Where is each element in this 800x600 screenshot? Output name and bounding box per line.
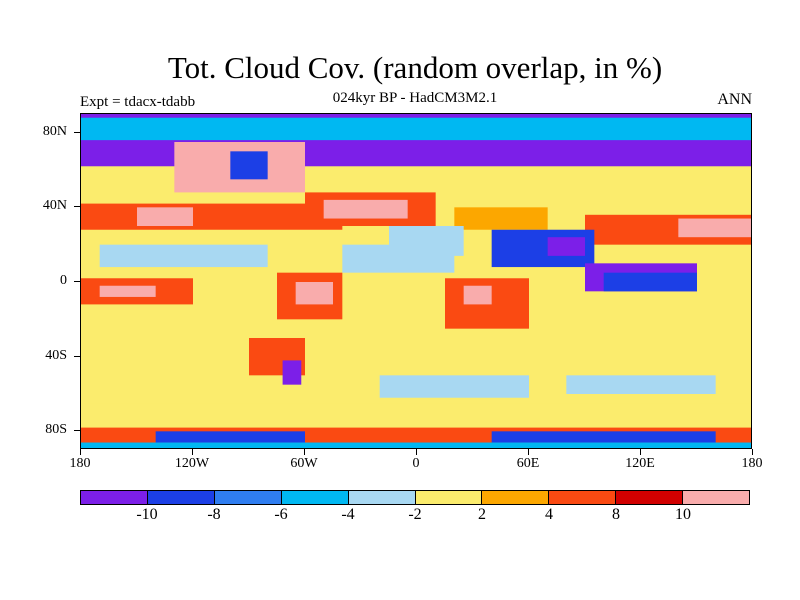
colorbar-label: 8	[612, 506, 620, 523]
colorbar-bin	[482, 491, 550, 504]
lon-tick-label: 180	[69, 456, 91, 471]
map-title: Tot. Cloud Cov. (random overlap, in %)	[167, 50, 663, 85]
lat-tick	[74, 281, 80, 282]
map-subtitle: 024kyr BP - HadCM3M2.1	[332, 90, 498, 106]
lat-tick-label: 0	[60, 273, 67, 288]
colorbar-bin	[81, 491, 148, 504]
map-panel	[80, 113, 752, 449]
cloud-cover-field	[81, 114, 751, 448]
colorbar-label: -6	[274, 506, 288, 523]
colorbar-label: -10	[136, 506, 158, 523]
lon-tick-label: 60E	[516, 456, 540, 471]
lon-tick	[80, 449, 81, 455]
colorbar	[80, 490, 750, 505]
field-region	[491, 431, 716, 443]
field-region	[454, 207, 548, 230]
field-region	[230, 151, 268, 180]
lat-tick-label: 80S	[45, 422, 67, 438]
colorbar-label: 4	[545, 506, 553, 523]
field-region	[463, 285, 492, 305]
field-region	[99, 244, 268, 268]
lon-tick	[192, 449, 193, 455]
lat-tick	[74, 206, 80, 208]
lat-tick-label: 80N	[42, 123, 67, 139]
colorbar-bin	[281, 491, 349, 504]
field-region	[566, 375, 716, 394]
field-region	[678, 218, 751, 238]
field-region	[137, 207, 193, 226]
lon-tick-label: 0	[412, 456, 420, 471]
lon-tick-label: 60W	[290, 456, 318, 471]
field-region	[99, 285, 156, 297]
field-region	[547, 237, 585, 256]
colorbar-label: -4	[341, 506, 355, 523]
lon-tick	[752, 449, 753, 455]
field-region	[282, 360, 302, 385]
lat-tick	[74, 131, 80, 133]
colorbar-bin	[549, 491, 617, 504]
lat-tick-label: 40N	[42, 198, 67, 214]
colorbar-bin	[616, 491, 684, 504]
field-region	[155, 431, 305, 443]
lat-tick-label: 40S	[45, 347, 67, 363]
season-label: ANN	[717, 91, 752, 108]
lon-tick-label: 180	[741, 456, 763, 471]
lon-tick	[640, 449, 641, 455]
field-region	[603, 272, 697, 292]
lon-tick-label: 120E	[625, 456, 655, 471]
colorbar-label: 10	[675, 506, 691, 523]
lon-tick-label: 120W	[174, 456, 210, 471]
experiment-label: Expt = tdacx-tdabb	[80, 94, 196, 110]
field-region	[379, 375, 529, 398]
colorbar-bin	[683, 491, 750, 504]
field-region	[81, 203, 343, 230]
colorbar-label: -8	[207, 506, 221, 523]
field-region	[81, 403, 751, 422]
field-region	[81, 117, 751, 141]
colorbar-bin	[147, 491, 215, 504]
colorbar-bin	[348, 491, 416, 504]
field-region	[81, 442, 751, 448]
colorbar-bin	[214, 491, 282, 504]
lon-tick	[416, 449, 417, 455]
lat-tick	[74, 430, 80, 432]
lat-tick	[74, 355, 80, 357]
lon-tick	[528, 449, 529, 455]
field-region	[389, 226, 464, 256]
lon-tick	[304, 449, 305, 455]
field-region	[295, 282, 333, 305]
field-region	[323, 199, 408, 219]
colorbar-bin	[415, 491, 483, 504]
colorbar-label: -2	[408, 506, 422, 523]
colorbar-label: 2	[478, 506, 486, 523]
